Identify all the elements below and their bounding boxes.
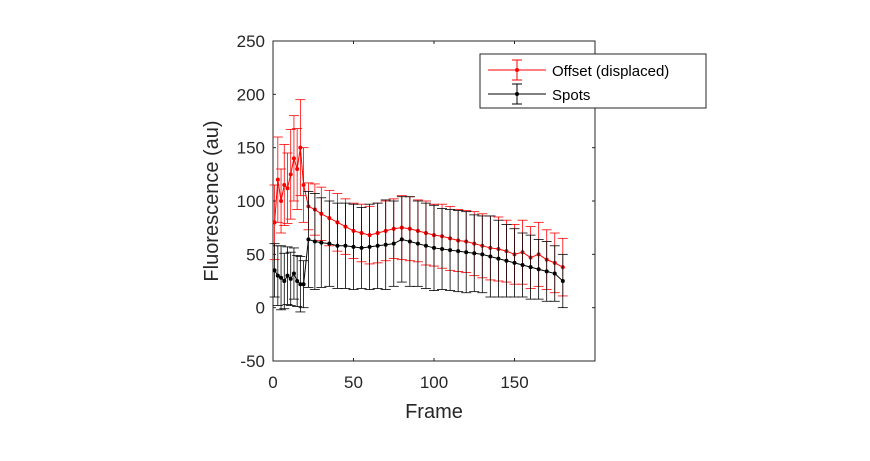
data-point-spots — [298, 282, 303, 287]
data-point-spots — [544, 269, 549, 274]
data-point-spots — [440, 247, 445, 251]
data-point-spots — [472, 251, 477, 256]
data-point-spots — [552, 271, 557, 276]
data-point-spots — [496, 256, 501, 261]
data-point-spots — [295, 279, 300, 283]
data-point-spots — [432, 245, 436, 250]
data-point-offset — [272, 220, 277, 225]
data-point-spots — [279, 275, 284, 280]
y-tick-label: 200 — [237, 85, 265, 104]
data-point-spots — [407, 239, 412, 244]
legend-marker-offset — [515, 68, 519, 72]
data-point-spots — [415, 241, 420, 246]
legend-label-spots: Spots — [552, 87, 590, 104]
data-point-spots — [536, 267, 541, 272]
series-spots — [269, 190, 568, 313]
data-point-offset — [285, 186, 290, 191]
data-point-spots — [351, 244, 356, 249]
data-point-spots — [520, 263, 525, 267]
data-point-spots — [423, 243, 428, 248]
x-tick-label: 100 — [420, 373, 448, 392]
data-point-offset — [301, 183, 306, 187]
data-point-offset — [288, 172, 293, 177]
legend-entries — [488, 59, 546, 105]
data-point-offset — [291, 156, 296, 161]
x-tick-label: 0 — [268, 373, 277, 392]
y-tick-label: 250 — [237, 32, 265, 51]
data-point-spots — [367, 244, 372, 249]
data-point-spots — [391, 241, 396, 246]
data-point-spots — [306, 237, 311, 242]
data-point-offset — [282, 183, 287, 187]
data-point-offset — [275, 177, 280, 182]
data-point-spots — [383, 242, 388, 247]
data-point-spots — [456, 249, 461, 254]
data-point-spots — [359, 245, 364, 250]
data-point-spots — [285, 273, 290, 278]
data-point-spots — [343, 243, 348, 248]
data-point-spots — [335, 243, 340, 248]
legend-marker-spots — [515, 92, 519, 96]
data-point-spots — [301, 282, 306, 287]
data-layer — [269, 99, 568, 313]
data-point-spots — [291, 271, 296, 276]
data-point-spots — [448, 248, 453, 253]
data-point-spots — [375, 243, 380, 248]
x-tick-label: 150 — [500, 373, 528, 392]
data-point-spots — [319, 240, 324, 245]
x-tick-label: 50 — [344, 373, 363, 392]
y-tick-label: 100 — [237, 192, 265, 211]
y-tick-label: 0 — [256, 299, 265, 318]
data-point-spots — [504, 258, 509, 263]
data-point-spots — [312, 239, 317, 244]
legend: Offset (displaced) Spots — [479, 53, 707, 109]
data-point-spots — [512, 260, 517, 265]
data-point-spots — [327, 241, 332, 246]
data-point-spots — [488, 254, 493, 259]
x-axis-label: Frame — [405, 401, 463, 423]
data-point-spots — [560, 279, 565, 283]
data-point-spots — [275, 273, 280, 278]
y-tick-label: -50 — [240, 352, 265, 371]
y-axis-label: Fluorescence (au) — [201, 120, 223, 281]
y-tick-label: 150 — [237, 139, 265, 158]
data-point-spots — [464, 250, 469, 255]
data-point-offset — [295, 167, 300, 171]
data-point-spots — [399, 237, 404, 242]
legend-label-offset: Offset (displaced) — [552, 63, 669, 80]
data-point-offset — [298, 145, 303, 150]
data-point-spots — [282, 279, 287, 283]
data-point-spots — [272, 268, 277, 273]
data-point-spots — [288, 276, 293, 281]
data-point-offset — [279, 199, 284, 203]
data-point-spots — [528, 265, 533, 270]
y-tick-label: 50 — [246, 245, 265, 264]
legend-box — [479, 53, 707, 109]
data-point-spots — [480, 252, 485, 257]
